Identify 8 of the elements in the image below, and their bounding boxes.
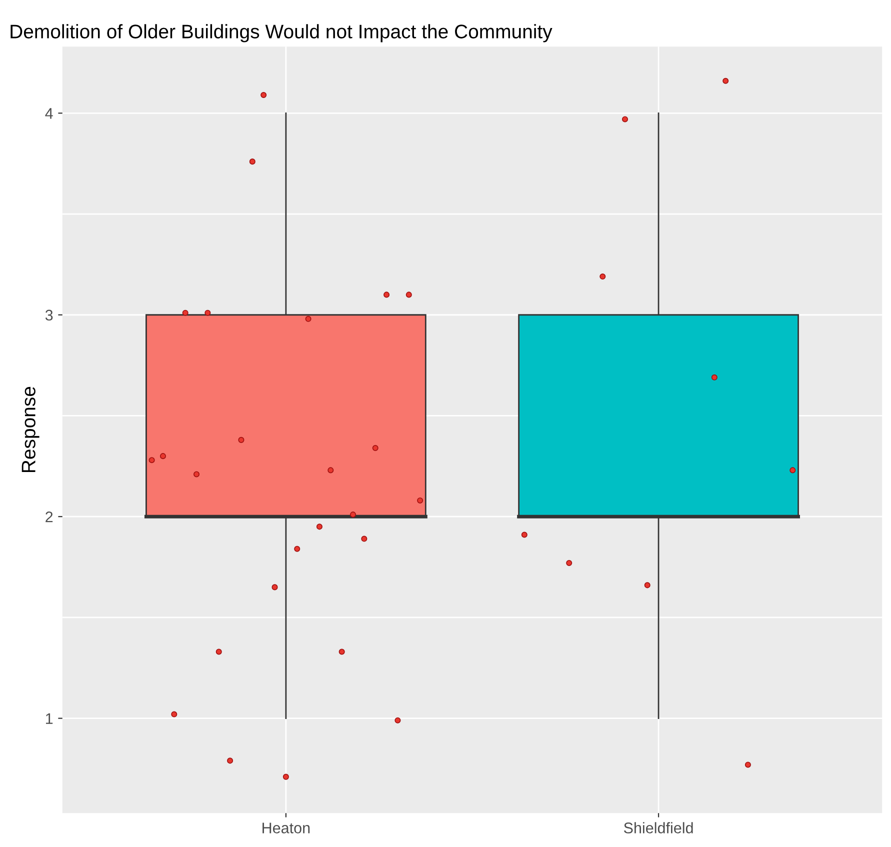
y-tick-label: 4 (45, 108, 53, 119)
y-tick-label: 3 (45, 310, 53, 321)
y-tick-label: 1 (46, 713, 53, 724)
y-axis-title: Response (22, 386, 40, 472)
x-tick-label: Shieldfield (624, 822, 693, 834)
chart-title: Demolition of Older Buildings Would not Impact the Community (10, 24, 552, 42)
y-tick-label: 2 (46, 511, 53, 522)
x-tick-label: Heaton (262, 822, 310, 834)
